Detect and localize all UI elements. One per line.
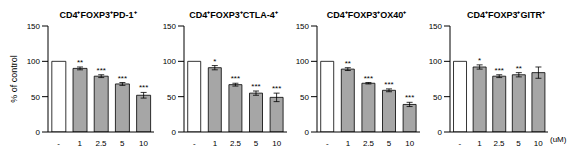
svg-text:10: 10: [405, 139, 414, 146]
html-text:CD4⁺FOXP3⁺CTLA-4⁺: CD4⁺FOXP3⁺CTLA-4⁺: [189, 10, 278, 20]
svg-text:***: ***: [97, 66, 106, 75]
svg-text:5: 5: [516, 139, 521, 146]
html-text:CD4⁺FOXP3⁺GITR⁺: CD4⁺FOXP3⁺GITR⁺: [467, 10, 545, 20]
svg-text:150: 150: [429, 22, 443, 31]
svg-text:***: ***: [405, 93, 414, 102]
svg-text:**: **: [345, 59, 351, 68]
svg-text:***: ***: [495, 66, 504, 75]
svg-text:***: ***: [231, 74, 240, 83]
svg-text:100: 100: [27, 57, 41, 66]
svg-text:150: 150: [163, 22, 177, 31]
svg-text:-: -: [193, 139, 196, 146]
svg-text:10: 10: [139, 139, 148, 146]
svg-text:0: 0: [438, 128, 443, 137]
svg-text:2.5: 2.5: [95, 139, 107, 146]
svg-text:***: ***: [139, 83, 148, 92]
svg-text:1: 1: [213, 139, 218, 146]
svg-text:50: 50: [167, 93, 176, 102]
svg-text:***: ***: [384, 80, 393, 89]
svg-text:10: 10: [534, 139, 543, 146]
svg-text:**: **: [516, 64, 522, 73]
svg-text:100: 100: [429, 57, 443, 66]
svg-text:2.5: 2.5: [230, 139, 242, 146]
svg-text:0: 0: [172, 128, 177, 137]
svg-text:50: 50: [300, 93, 309, 102]
svg-text:1: 1: [78, 139, 83, 146]
svg-text:150: 150: [27, 22, 41, 31]
svg-text:*: *: [213, 57, 216, 66]
svg-text:5: 5: [387, 139, 392, 146]
svg-text:5: 5: [254, 139, 259, 146]
svg-text:(uM): (uM): [550, 135, 567, 144]
svg-text:0: 0: [305, 128, 310, 137]
svg-text:2.5: 2.5: [363, 139, 375, 146]
svg-text:10: 10: [272, 139, 281, 146]
svg-text:-: -: [57, 139, 60, 146]
svg-text:150: 150: [296, 22, 310, 31]
svg-text:1: 1: [346, 139, 351, 146]
svg-text:***: ***: [251, 82, 260, 91]
html-text:CD4⁺FOXP3⁺OX40⁺: CD4⁺FOXP3⁺OX40⁺: [326, 10, 407, 20]
svg-text:100: 100: [163, 57, 177, 66]
svg-text:50: 50: [31, 93, 40, 102]
html-text:CD4⁺FOXP3⁺PD-1⁺: CD4⁺FOXP3⁺PD-1⁺: [59, 10, 137, 20]
svg-text:50: 50: [433, 93, 442, 102]
svg-text:-: -: [458, 139, 461, 146]
svg-text:***: ***: [272, 84, 281, 93]
svg-text:*: *: [478, 56, 481, 65]
svg-text:0: 0: [36, 128, 41, 137]
svg-text:1: 1: [477, 139, 482, 146]
svg-text:**: **: [77, 58, 83, 67]
svg-text:-: -: [326, 139, 329, 146]
svg-text:***: ***: [118, 74, 127, 83]
svg-text:% of control: % of control: [9, 55, 19, 103]
svg-text:100: 100: [296, 57, 310, 66]
svg-text:***: ***: [364, 74, 373, 83]
svg-text:2.5: 2.5: [493, 139, 505, 146]
svg-text:5: 5: [120, 139, 125, 146]
